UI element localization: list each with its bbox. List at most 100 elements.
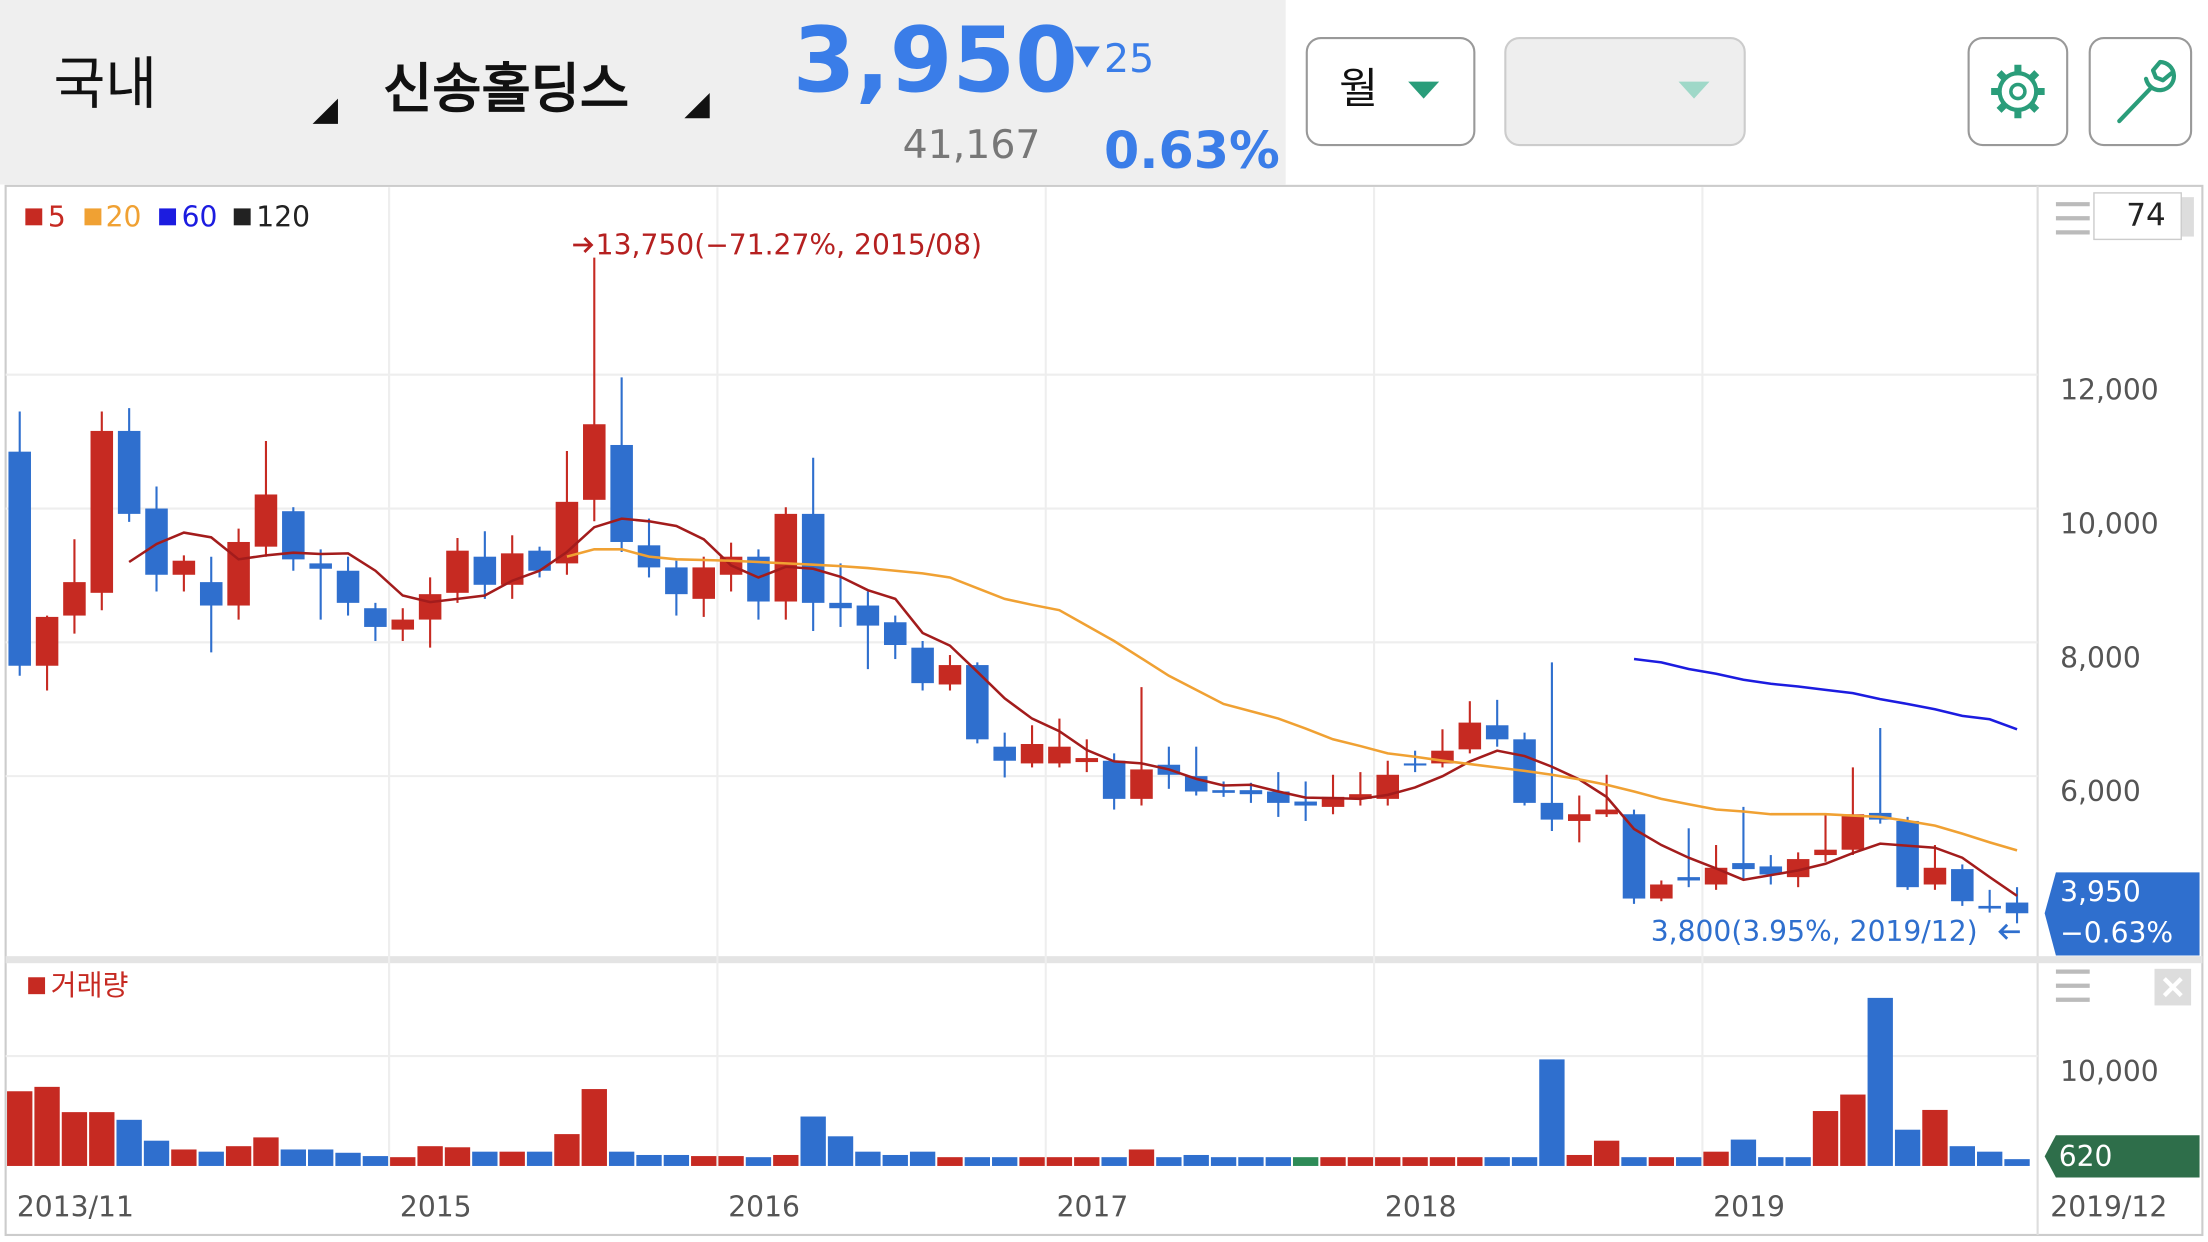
volume-bar (1128, 1149, 1155, 1166)
ma-line (1633, 657, 2018, 731)
candle-body (172, 560, 196, 575)
candle-body (1048, 746, 1071, 764)
last-volume-box (2044, 1135, 2200, 1178)
count-box[interactable] (2093, 192, 2182, 241)
price-change: 25 (1104, 36, 1154, 82)
volume-bar (335, 1152, 361, 1166)
tools-button[interactable] (2088, 36, 2193, 147)
legend-label: 60 (182, 200, 218, 233)
volume-bar (198, 1151, 224, 1166)
volume-bar (1703, 1151, 1729, 1166)
volume-bar (34, 1086, 60, 1166)
max-arrow (573, 236, 594, 254)
last-price-box (2044, 872, 2200, 956)
volume-bar (718, 1156, 744, 1166)
candle-body (2005, 902, 2029, 914)
volume-bar (1347, 1157, 1374, 1166)
candle-body (1951, 869, 1974, 902)
stock-dropdown-icon[interactable] (684, 92, 710, 119)
x-tick-label: 2018 (1385, 1190, 1457, 1223)
candle-body (747, 556, 770, 602)
candle-body (1239, 790, 1263, 795)
y-tick-label: 10,000 (2060, 1055, 2159, 1088)
settings-button[interactable] (1967, 36, 2069, 147)
volume-bar (1484, 1157, 1510, 1166)
volume-bar (1621, 1157, 1647, 1166)
last-volume-label: 620 (2059, 1140, 2113, 1173)
header-bg (0, 0, 1286, 185)
legend-swatch (84, 208, 102, 226)
candle-body (63, 582, 86, 616)
volume-bar (1676, 1157, 1702, 1166)
candle-body (282, 511, 305, 560)
volume-bar (362, 1156, 389, 1166)
gear-icon[interactable] (1991, 64, 2045, 119)
period-label[interactable]: 월 (1339, 64, 1378, 113)
last-change-label: −0.63% (2060, 916, 2173, 949)
period-dropdown-icon[interactable] (1408, 81, 1440, 99)
volume-bar (1758, 1157, 1784, 1166)
chart-frame (4, 184, 2204, 1237)
volume-bar (1238, 1157, 1264, 1166)
volume-bar (1977, 1151, 2003, 1166)
option-select[interactable] (1504, 36, 1746, 147)
candle-body (1321, 796, 1345, 807)
candle-body (528, 550, 551, 571)
candle-body (336, 570, 360, 603)
menu-icon[interactable] (2055, 202, 2090, 235)
candle-body (418, 594, 442, 620)
volume-bar (1046, 1157, 1073, 1166)
volume-bar (992, 1157, 1018, 1166)
volume-bar (773, 1154, 799, 1166)
ma-line (566, 548, 2018, 852)
candle-body (1841, 814, 1865, 850)
volume-bar (1785, 1157, 1811, 1166)
volume-bar (1429, 1157, 1456, 1166)
candle-body (1540, 802, 1564, 820)
period-select[interactable] (1305, 36, 1476, 147)
volume-bar (225, 1146, 252, 1166)
y-tick-label: 6,000 (2060, 775, 2141, 808)
candle-body (1403, 763, 1427, 766)
candle-body (801, 513, 825, 603)
volume-bar (1593, 1140, 1620, 1166)
market-dropdown-icon[interactable] (312, 98, 338, 124)
candle-body (391, 619, 415, 630)
stock-name[interactable]: 신송홀딩스 (383, 57, 629, 120)
legend-swatch (159, 208, 177, 226)
candle-body (1704, 867, 1728, 885)
volume-bar (1539, 1059, 1565, 1166)
candle-body (35, 616, 59, 666)
candle-body (583, 424, 606, 500)
volume-bar (472, 1151, 498, 1166)
volume-bar (417, 1146, 443, 1166)
market-select[interactable]: 국내 (54, 52, 158, 117)
menu-icon[interactable] (2055, 969, 2090, 1002)
visible-count[interactable]: 74 (2126, 197, 2165, 233)
volume-bar (909, 1151, 936, 1166)
last-price-label: 3,950 (2060, 876, 2141, 909)
y-tick-label: 8,000 (2060, 641, 2141, 674)
volume-bar (827, 1136, 854, 1166)
candle-body (145, 508, 168, 575)
min-arrow (1998, 923, 2020, 940)
option-dropdown-icon[interactable] (1678, 81, 1710, 99)
down-arrow (1074, 46, 1100, 68)
wrench-icon[interactable] (2117, 59, 2177, 124)
volume-bar (1402, 1157, 1428, 1166)
candle-body (1294, 801, 1317, 806)
candle-body (117, 430, 141, 514)
candle-body (883, 622, 907, 646)
candle-body (1349, 794, 1372, 799)
candle-body (911, 647, 934, 684)
close-icon[interactable] (2162, 977, 2183, 998)
candle-body (1923, 867, 1947, 885)
volume-bar (1867, 997, 1893, 1166)
volume-bar (444, 1147, 471, 1166)
volume-bar (308, 1149, 334, 1166)
change-rate: 0.63% (1104, 121, 1280, 180)
trade-volume: 41,167 (903, 122, 1041, 168)
volume-bar (526, 1151, 553, 1166)
candle-body (473, 556, 497, 585)
